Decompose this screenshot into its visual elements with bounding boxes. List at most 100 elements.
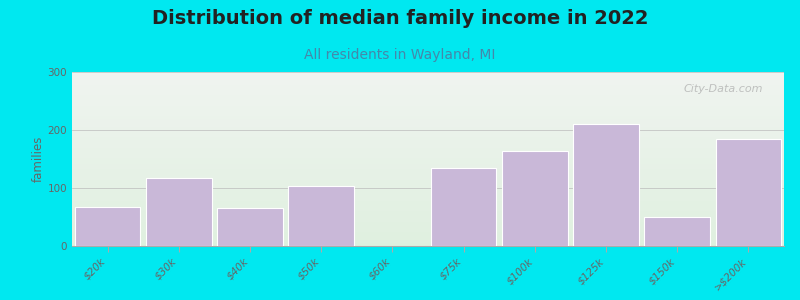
Bar: [72, 82, 784, 83]
Bar: [72, 109, 784, 110]
Bar: [72, 184, 784, 185]
Bar: [72, 239, 784, 240]
Bar: [72, 87, 784, 88]
Bar: [72, 182, 784, 183]
Bar: [72, 86, 784, 87]
Bar: [72, 226, 784, 227]
Bar: [72, 156, 784, 157]
Bar: [72, 189, 784, 190]
Bar: [72, 212, 784, 213]
Bar: [72, 165, 784, 166]
Bar: [72, 74, 784, 75]
Bar: [72, 175, 784, 176]
Bar: [72, 140, 784, 141]
Bar: [72, 185, 784, 186]
Bar: [72, 102, 784, 103]
Bar: [72, 160, 784, 161]
Bar: [72, 125, 784, 126]
Bar: [72, 127, 784, 128]
Bar: [72, 152, 784, 153]
Bar: [72, 99, 784, 100]
Bar: [72, 178, 784, 179]
Bar: [72, 211, 784, 212]
Bar: [72, 213, 784, 214]
Bar: [72, 114, 784, 115]
Bar: [72, 116, 784, 117]
Bar: [72, 172, 784, 173]
Bar: [72, 98, 784, 99]
Bar: [72, 228, 784, 229]
Bar: [72, 149, 784, 150]
Bar: [72, 236, 784, 237]
Bar: [72, 202, 784, 203]
Bar: [72, 154, 784, 155]
Bar: [72, 137, 784, 138]
Bar: [72, 81, 784, 82]
Bar: [72, 187, 784, 188]
Bar: [72, 192, 784, 193]
Bar: [72, 79, 784, 80]
Bar: [72, 241, 784, 242]
Bar: [289, 186, 354, 246]
Bar: [72, 166, 784, 167]
Bar: [72, 183, 784, 184]
Bar: [72, 203, 784, 204]
Bar: [72, 198, 784, 199]
Bar: [72, 195, 784, 196]
Bar: [72, 157, 784, 158]
Bar: [72, 143, 784, 144]
Bar: [72, 217, 784, 218]
Bar: [72, 208, 784, 209]
Bar: [72, 242, 784, 243]
Bar: [72, 78, 784, 79]
Bar: [72, 200, 784, 201]
Bar: [72, 104, 784, 105]
Bar: [72, 136, 784, 137]
Bar: [72, 205, 784, 206]
Bar: [72, 225, 784, 226]
Bar: [72, 100, 784, 101]
Bar: [72, 80, 784, 81]
Bar: [72, 186, 784, 187]
Bar: [72, 138, 784, 139]
Bar: [72, 97, 784, 98]
Bar: [72, 132, 784, 133]
Y-axis label: families: families: [32, 136, 45, 182]
Bar: [72, 180, 784, 181]
Bar: [72, 164, 784, 165]
Bar: [72, 219, 784, 220]
Bar: [72, 194, 784, 195]
Bar: [72, 153, 784, 154]
Bar: [72, 216, 784, 217]
Bar: [72, 113, 784, 114]
Bar: [72, 240, 784, 241]
Bar: [72, 231, 784, 232]
Bar: [72, 167, 784, 168]
Bar: [72, 129, 784, 130]
Bar: [72, 76, 784, 77]
Bar: [72, 237, 784, 238]
Bar: [72, 120, 784, 121]
Bar: [72, 123, 784, 124]
Bar: [72, 142, 784, 143]
Bar: [72, 119, 784, 120]
Bar: [72, 144, 784, 145]
Bar: [72, 176, 784, 177]
Bar: [72, 106, 784, 107]
Bar: [72, 173, 784, 174]
Bar: [72, 220, 784, 221]
Bar: [72, 169, 784, 170]
Bar: [72, 223, 784, 224]
Bar: [72, 105, 784, 106]
Bar: [72, 122, 784, 123]
Bar: [72, 193, 784, 194]
Bar: [72, 91, 784, 92]
Bar: [72, 161, 784, 162]
Bar: [72, 141, 784, 142]
Bar: [72, 128, 784, 129]
Bar: [502, 152, 567, 246]
Bar: [72, 174, 784, 175]
Bar: [72, 84, 784, 85]
Bar: [72, 221, 784, 222]
Bar: [72, 150, 784, 151]
